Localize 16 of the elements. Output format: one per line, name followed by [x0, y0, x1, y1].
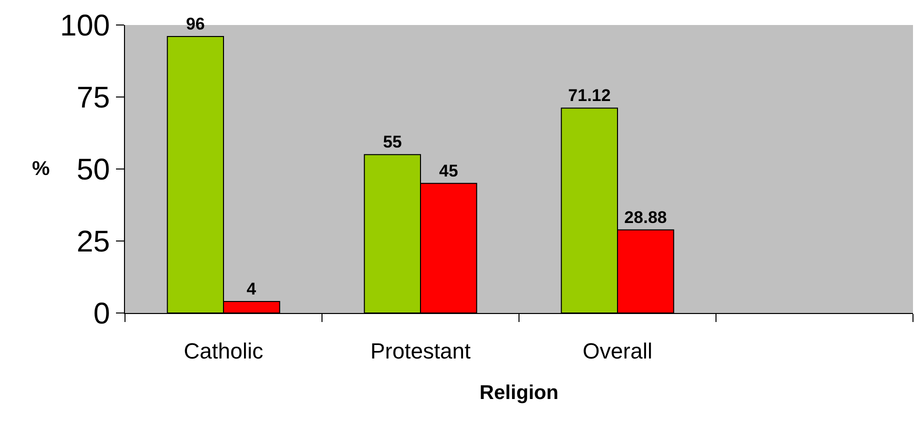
x-tick-label: Overall [582, 338, 652, 364]
x-tick-label: Protestant [370, 338, 471, 364]
y-tick-label: 50 [76, 154, 110, 186]
y-tick-label: 0 [93, 298, 110, 330]
x-tick-label: Catholic [184, 338, 264, 364]
y-tick-label: 75 [76, 82, 110, 114]
data-label: 71.12 [568, 86, 611, 106]
data-label: 45 [439, 161, 458, 180]
data-label: 4 [246, 279, 257, 298]
data-label: 96 [186, 14, 205, 34]
x-axis-title: Religion [480, 382, 558, 404]
data-label: 28.88 [624, 208, 667, 227]
y-tick-label: 25 [76, 226, 110, 258]
y-tick-label: 100 [60, 10, 110, 42]
data-label: 55 [382, 132, 402, 152]
y-axis-title: % [32, 158, 50, 180]
